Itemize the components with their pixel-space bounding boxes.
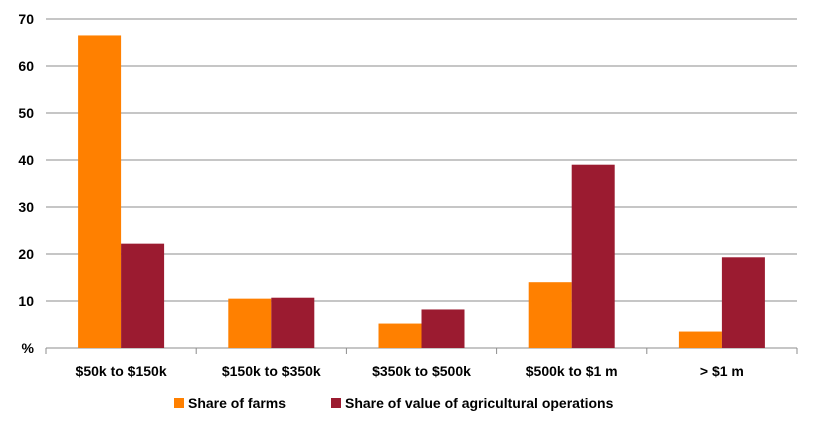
legend-label-1: Share of value of agricultural operation…	[345, 395, 614, 411]
x-category-label: $350k to $500k	[372, 363, 471, 379]
bar-share-of-value-1	[271, 297, 315, 348]
y-tick-label: %	[22, 340, 35, 356]
bar-share-of-value-0	[121, 243, 165, 348]
legend: Share of farms Share of value of agricult…	[174, 395, 614, 411]
bar-share-of-farms-0	[78, 35, 122, 348]
bar-share-of-value-3	[571, 164, 615, 348]
x-axis-categories: $50k to $150k $150k to $350k $350k to $500…	[45, 348, 798, 379]
y-tick-label: 20	[18, 246, 34, 262]
bar-share-of-farms-4	[678, 331, 722, 348]
x-category-label: $500k to $1 m	[526, 363, 618, 379]
bar-share-of-farms-2	[378, 323, 422, 348]
y-axis-ticks: % 10 20 30 40 50 60 70	[18, 11, 34, 356]
x-category-label: $50k to $150k	[76, 363, 167, 379]
y-tick-label: 70	[18, 11, 34, 27]
y-tick-label: 10	[18, 293, 34, 309]
bar-share-of-farms-1	[228, 298, 272, 348]
legend-swatch-0	[174, 398, 184, 408]
x-category-label: > $1 m	[700, 363, 744, 379]
bars	[78, 35, 765, 348]
x-category-label: $150k to $350k	[222, 363, 321, 379]
bar-share-of-farms-3	[528, 282, 572, 348]
bar-share-of-value-2	[421, 309, 465, 348]
legend-swatch-1	[331, 398, 341, 408]
y-tick-label: 60	[18, 58, 34, 74]
gridlines	[46, 18, 797, 349]
legend-label-0: Share of farms	[188, 395, 286, 411]
bar-share-of-value-4	[721, 257, 765, 348]
y-tick-label: 30	[18, 199, 34, 215]
y-tick-label: 40	[18, 152, 34, 168]
y-tick-label: 50	[18, 105, 34, 121]
